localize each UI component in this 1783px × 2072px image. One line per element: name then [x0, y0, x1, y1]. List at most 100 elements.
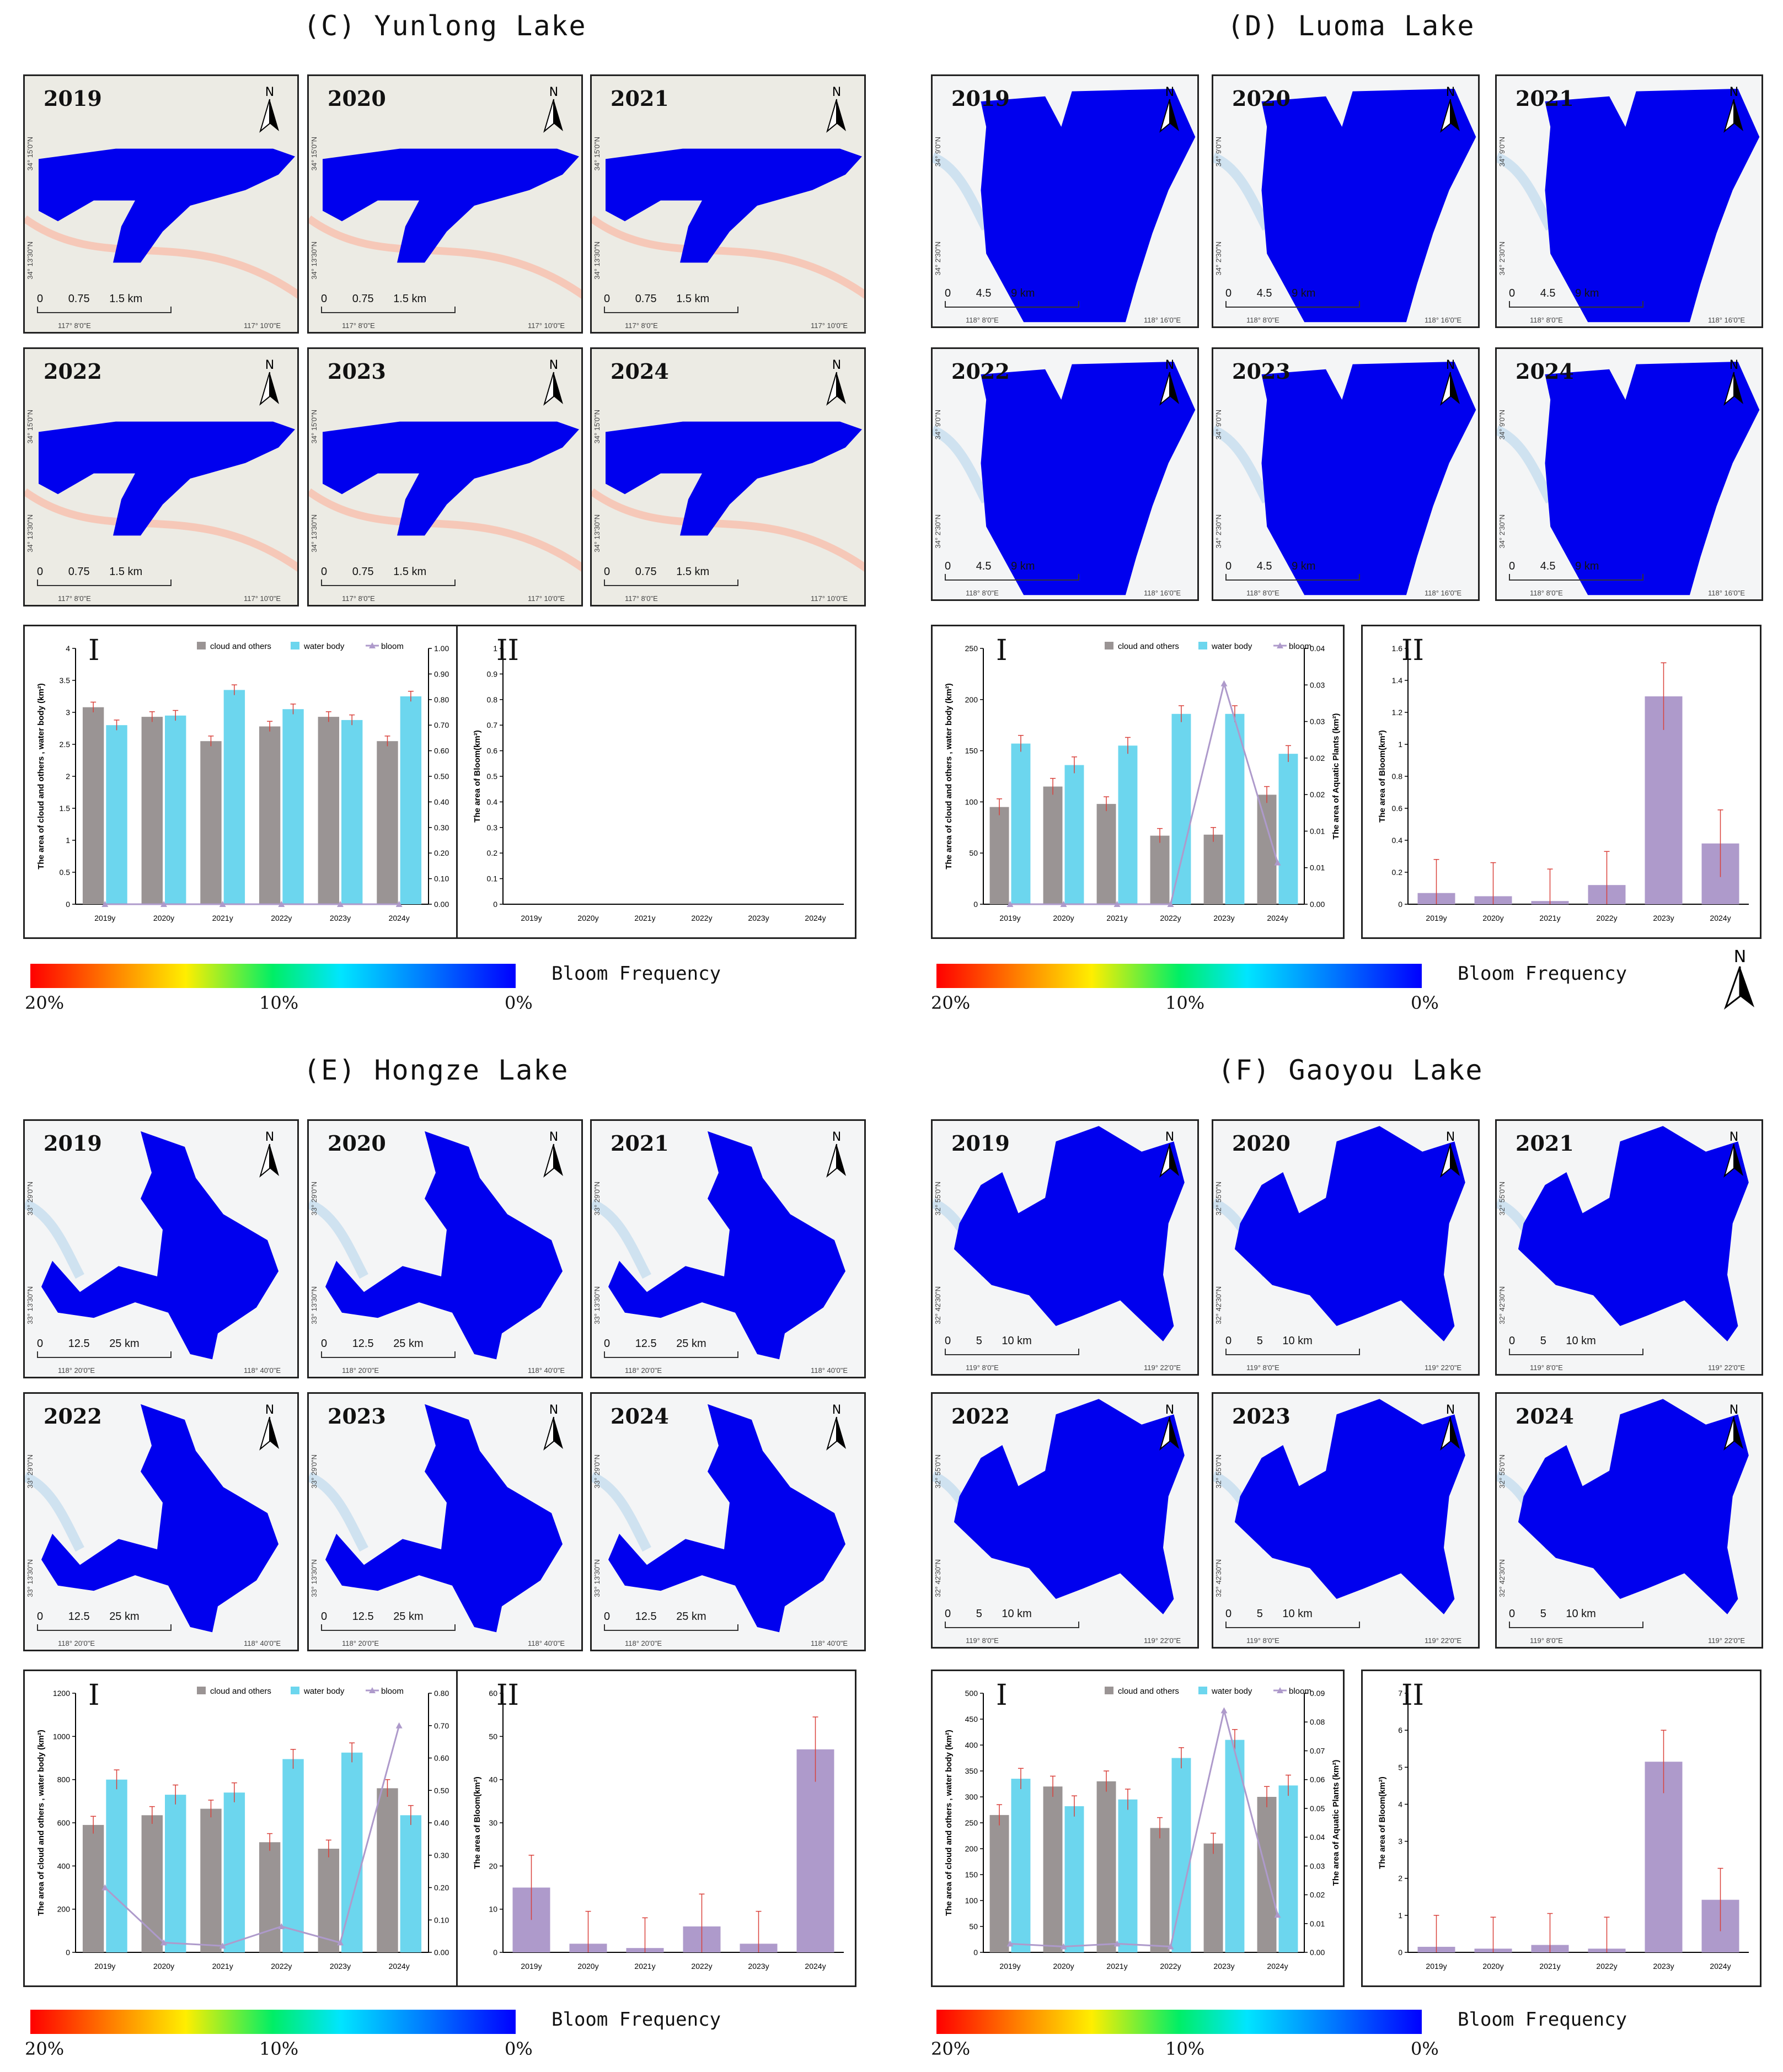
- lake-water: [325, 1131, 563, 1360]
- coord-y-label: 33° 13'30"N: [593, 1559, 601, 1597]
- y-tick-label: 150: [965, 1870, 978, 1879]
- scale-bar: 0 5 10 km: [945, 1608, 1079, 1628]
- y-tick-label: 400: [57, 1861, 71, 1870]
- scale-end: 9 km: [1011, 560, 1035, 572]
- y2-tick-label: 0.60: [434, 747, 449, 755]
- bloom-line: [104, 1725, 400, 1947]
- scale-mid: 0.75: [635, 566, 657, 578]
- x-tick-label: 2020y: [1053, 914, 1074, 922]
- scale-0: 0: [321, 1611, 328, 1623]
- x-tick-label: 2019y: [999, 1962, 1020, 1971]
- lake-water: [954, 1126, 1185, 1341]
- y-tick-label: 0.7: [487, 721, 498, 729]
- bloom-point: [1220, 1707, 1228, 1714]
- legend-color-bar: [30, 2010, 516, 2034]
- y-tick-label: 30: [489, 1818, 497, 1827]
- chart-f-ii: 0 1 2 3 4 5 6 7 The area of Bloom(km²) 2019y 2020y…: [1361, 1670, 1761, 1987]
- bar: [1225, 713, 1245, 904]
- north-arrow-icon: N: [1723, 1403, 1743, 1451]
- bar: [223, 1792, 245, 1952]
- north-label: N: [1165, 85, 1174, 99]
- map-e-2023: 2023 N 0 12.5 25 km 118° 20'0"E 118° 40'0"…: [307, 1392, 583, 1651]
- bar: [1203, 1843, 1223, 1952]
- scale-end: 10 km: [1282, 1608, 1313, 1620]
- y2-tick-label: 0.50: [434, 1786, 449, 1795]
- y-tick-label: 1.6: [1392, 644, 1403, 653]
- bar: [400, 696, 422, 904]
- coord-y-label: 34° 15'0"N: [310, 410, 318, 444]
- map-d-2020: 2020 N 0 4.5 9 km 118° 8'0"E 118° 16'0"E 34…: [1212, 74, 1480, 328]
- map-e-2024: 2024 N 0 12.5 25 km 118° 20'0"E 118° 40'0"…: [590, 1392, 866, 1651]
- north-arrow-icon: N: [1159, 1403, 1179, 1451]
- y-tick-label: 1: [493, 644, 497, 653]
- coord-x-label: 117° 10'0"E: [811, 321, 848, 330]
- x-tick-label: 2021y: [1539, 1962, 1560, 1971]
- x-tick-label: 2022y: [1596, 1962, 1617, 1971]
- y2-tick-label: 0.05: [1310, 1804, 1325, 1813]
- legend-title: Bloom Frequency: [1458, 963, 1627, 985]
- north-arrow-icon: N: [259, 358, 279, 406]
- coord-x-label: 118° 40'0"E: [811, 1366, 848, 1375]
- lake-water: [39, 421, 295, 536]
- lake-shape: [1213, 1126, 1465, 1341]
- bar: [1011, 1779, 1031, 1952]
- north-arrow-icon: N: [259, 1403, 279, 1451]
- legend-label: bloom: [1289, 1687, 1311, 1696]
- lake-shape: [933, 1399, 1185, 1614]
- y-axis-label: The area of Bloom(km²): [1378, 730, 1387, 823]
- north-label: N: [265, 85, 274, 99]
- lake-shape: [592, 148, 864, 299]
- legend-tick: 0%: [1411, 992, 1439, 1013]
- x-tick-label: 2021y: [212, 1962, 233, 1971]
- coord-y-label: 34° 9'0"N: [1214, 410, 1223, 440]
- coord-y-label: 34° 2'30"N: [1498, 514, 1506, 549]
- north-arrow-icon: N: [1159, 85, 1179, 133]
- y2-axis-label: The area of Aquatic Plants (km²): [1331, 1760, 1341, 1886]
- lake-shape: [309, 1131, 563, 1360]
- map-year-label: 2023: [1232, 1404, 1291, 1429]
- bar: [200, 741, 222, 904]
- bar: [989, 807, 1009, 904]
- map-e-2021: 2021 N 0 12.5 25 km 118° 20'0"E 118° 40'0"…: [590, 1119, 866, 1378]
- lake-shape: [592, 421, 864, 572]
- y-tick-label: 40: [489, 1775, 497, 1784]
- lake-water: [323, 421, 579, 536]
- scale-mid: 12.5: [68, 1338, 90, 1350]
- y-tick-label: 20: [489, 1861, 497, 1870]
- coord-y-label: 34° 9'0"N: [1214, 137, 1223, 167]
- bloom-line: [1010, 1710, 1278, 1948]
- y-tick-label: 200: [965, 695, 978, 704]
- bar: [1011, 743, 1031, 904]
- lake-shape: [1213, 89, 1476, 323]
- map-year-label: 2021: [611, 1131, 669, 1156]
- y2-tick-label: 0.01: [1310, 826, 1325, 835]
- scale-bar: 0 4.5 9 km: [945, 287, 1079, 308]
- y-tick-label: 0.3: [487, 823, 498, 832]
- north-label: N: [832, 1130, 841, 1144]
- x-tick-label: 2024y: [1710, 1962, 1731, 1971]
- scale-bar: 0 12.5 25 km: [321, 1338, 456, 1358]
- legend-swatch: [291, 1687, 299, 1694]
- coord-y-label: 34° 13'30"N: [593, 514, 601, 552]
- scale-mid: 5: [976, 1608, 982, 1620]
- road-band: [309, 215, 581, 299]
- legend-swatch: [1105, 1687, 1113, 1694]
- chart-roman-label: I: [88, 634, 100, 667]
- x-tick-label: 2023y: [330, 914, 351, 922]
- lake-shape: [309, 1404, 563, 1633]
- y2-tick-label: 0.10: [434, 1915, 449, 1924]
- bar: [1225, 1740, 1245, 1952]
- map-f-2019: 2019 N 0 5 10 km 119° 8'0"E 119° 22'0"E 32°…: [931, 1119, 1199, 1376]
- legend-label: water body: [1211, 1687, 1252, 1696]
- map-f-2020: 2020 N 0 5 10 km 119° 8'0"E 119° 22'0"E 32°…: [1212, 1119, 1480, 1376]
- y2-tick-label: 0.06: [1310, 1775, 1325, 1784]
- bar: [1171, 1758, 1191, 1952]
- y2-tick-label: 0.03: [1310, 717, 1325, 726]
- north-arrow-icon: N: [1440, 85, 1460, 133]
- legend-tick: 20%: [931, 992, 971, 1013]
- coord-y-label: 34° 9'0"N: [934, 137, 942, 167]
- y-tick-label: 60: [489, 1689, 497, 1698]
- scale-0: 0: [1225, 1608, 1232, 1620]
- map-year-label: 2023: [1232, 359, 1291, 384]
- coord-x-label: 117° 10'0"E: [244, 321, 281, 330]
